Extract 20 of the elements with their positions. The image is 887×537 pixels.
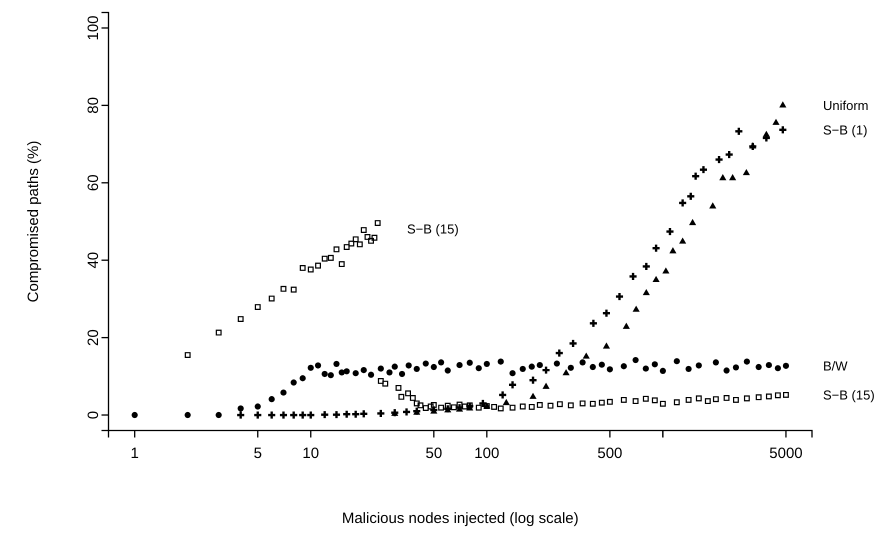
x-tick-label: 10 <box>302 445 320 462</box>
y-axis-title: Compromised paths (%) <box>25 140 42 302</box>
annotation: S−B (15) <box>407 222 459 237</box>
x-axis-title: Malicious nodes injected (log scale) <box>342 510 579 527</box>
x-tick-label: 5 <box>254 445 262 462</box>
x-tick-label: 1 <box>130 445 139 462</box>
x-tick-label: 100 <box>474 445 500 462</box>
x-tick-label: 5000 <box>769 445 803 462</box>
text: S−B (15) <box>823 387 875 402</box>
text: B/W <box>823 358 848 374</box>
x-tick-label: 50 <box>425 445 442 462</box>
text: Uniform <box>823 98 869 113</box>
y-tick-label: 0 <box>84 410 102 420</box>
y-tick-label: 80 <box>84 97 102 114</box>
y-tick-label: 20 <box>84 329 102 346</box>
y-tick-label: 100 <box>84 15 102 40</box>
text: S−B (1) <box>823 122 868 138</box>
x-tick-label: 500 <box>597 445 622 462</box>
y-tick-label: 60 <box>84 174 102 192</box>
y-tick-label: 40 <box>84 252 102 269</box>
